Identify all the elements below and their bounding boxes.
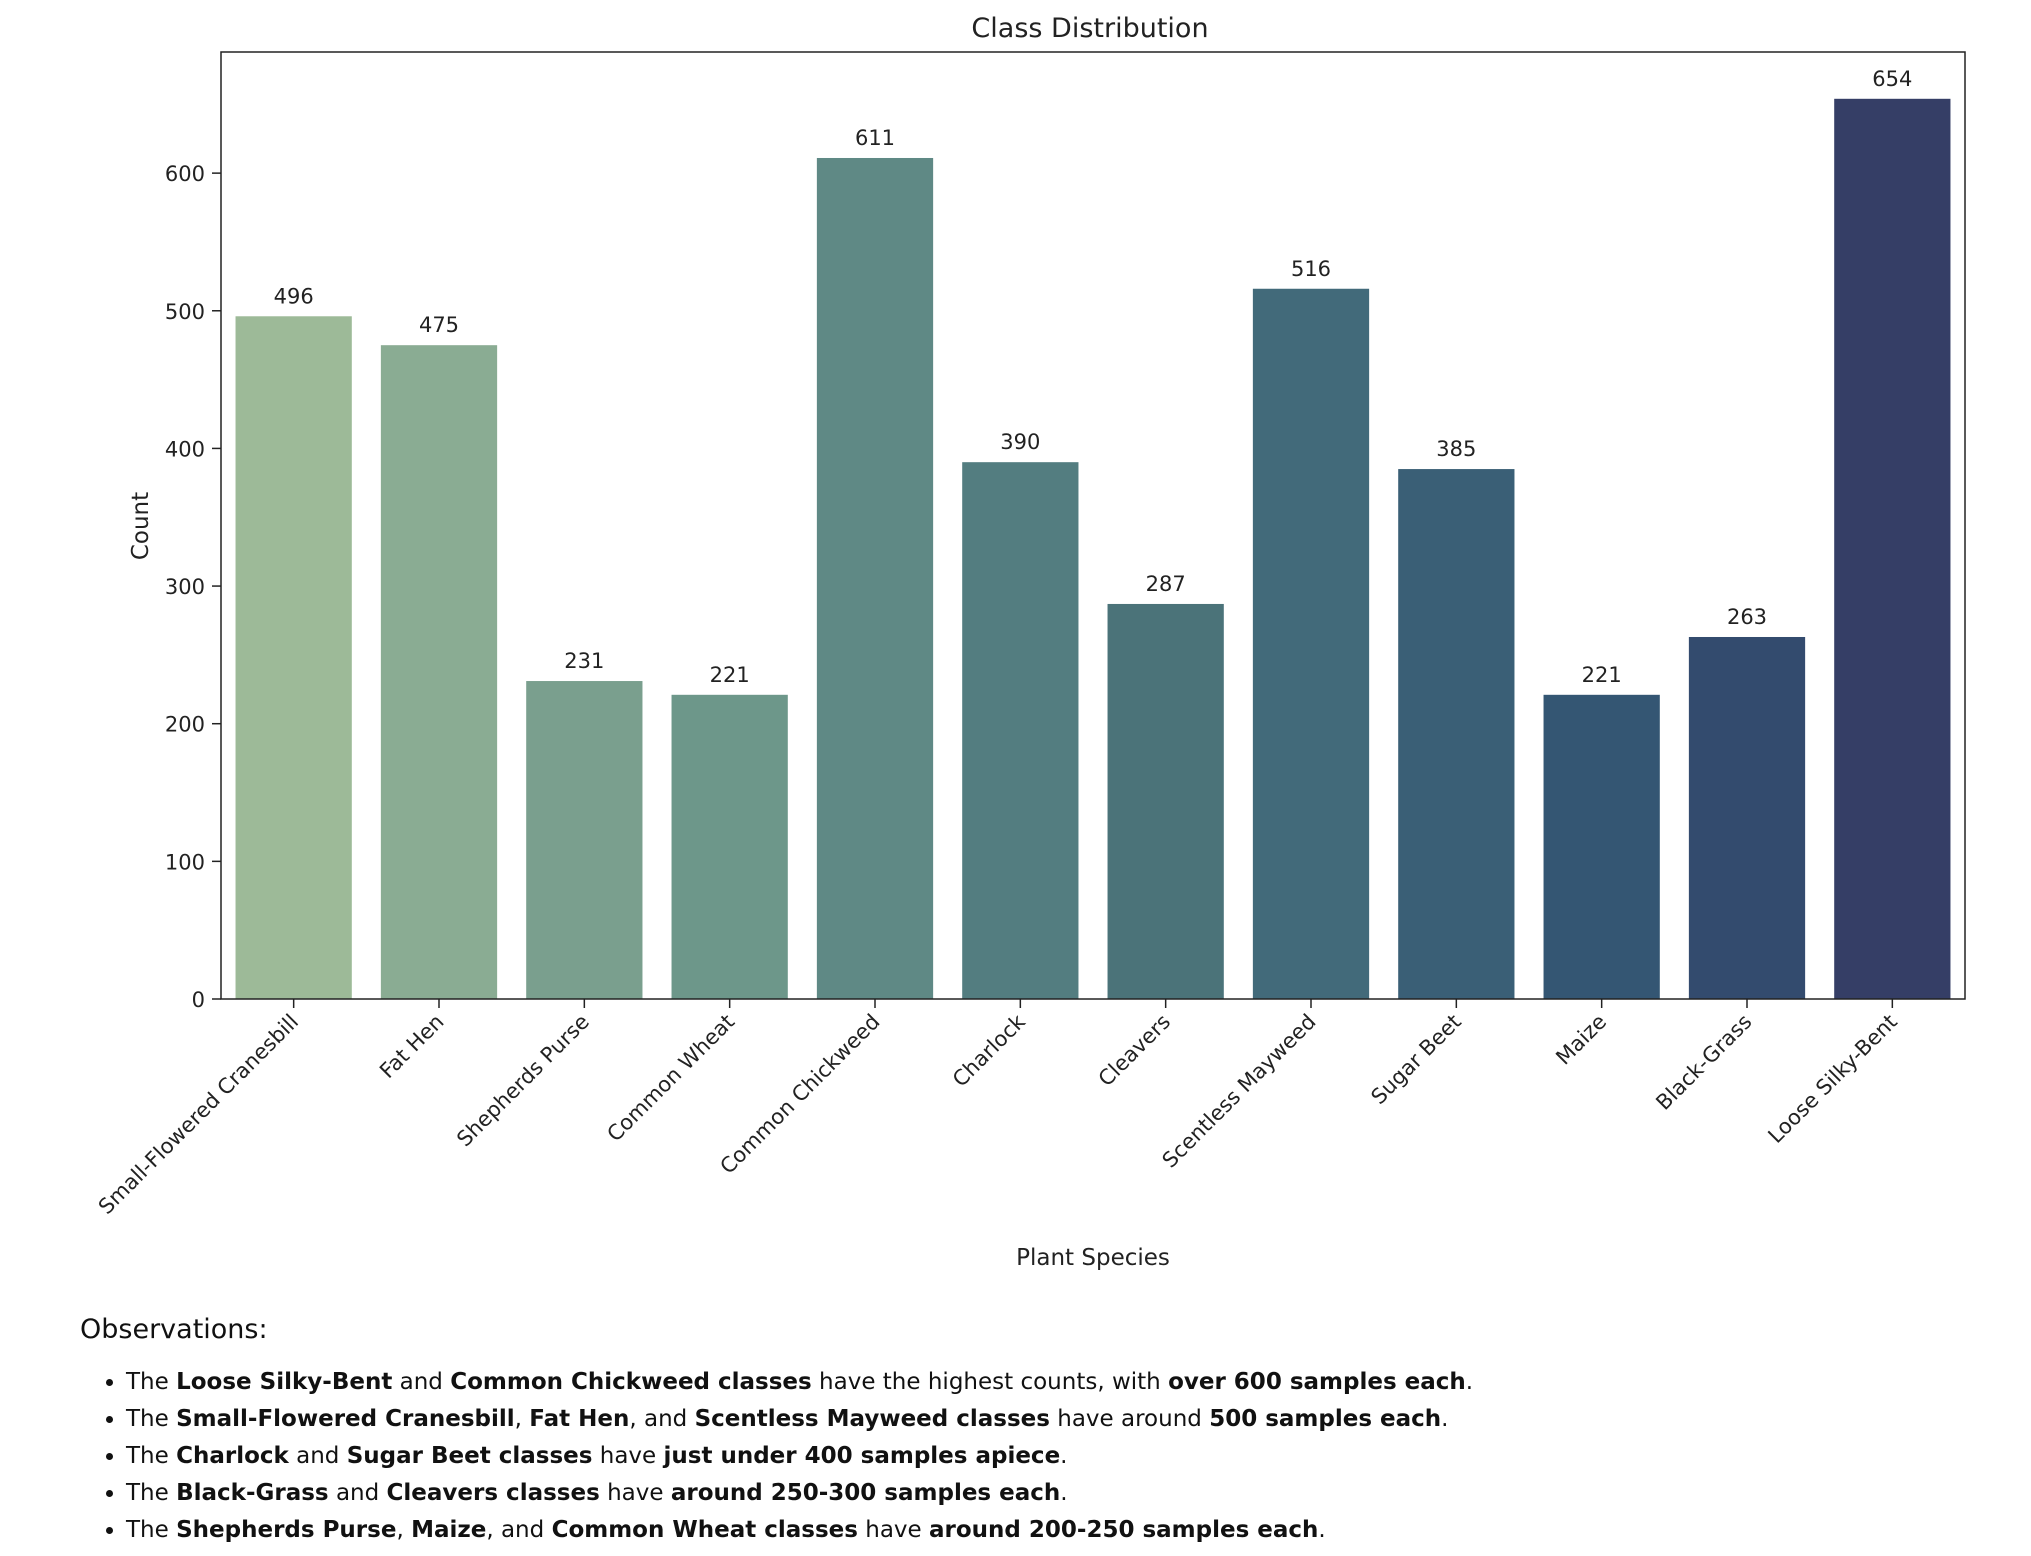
- bar-value-label: 263: [1727, 605, 1767, 629]
- plot-frame: [220, 51, 1966, 1000]
- y-axis: 0 100 200 300 400 500 600: [165, 162, 221, 1012]
- observation-item: The Loose Silky-Bent and Common Chickwee…: [126, 1364, 1473, 1401]
- observations-list: The Loose Silky-Bent and Common Chickwee…: [80, 1364, 1473, 1549]
- bar-value-label: 475: [419, 313, 459, 337]
- x-tick-label: Scentless Mayweed: [1158, 1010, 1321, 1173]
- bar: [526, 681, 643, 999]
- x-tick-label: Cleavers: [1094, 1010, 1175, 1091]
- y-tick-label: 300: [165, 575, 205, 599]
- observations-title: Observations:: [80, 1314, 268, 1345]
- bar-value-labels: 496 475 231 221 611 390 287 516 385 221 263 654: [274, 67, 1913, 687]
- bar: [962, 462, 1079, 1000]
- x-tick-label: Common Chickweed: [715, 1010, 884, 1179]
- x-axis-label: Plant Species: [1016, 1245, 1170, 1271]
- x-tick-label: Small-Flowered Cranesbill: [94, 1010, 303, 1219]
- bars: [235, 98, 1951, 1000]
- x-tick-label: Fat Hen: [375, 1010, 449, 1084]
- x-tick-label: Charlock: [948, 1009, 1031, 1092]
- bar-value-label: 385: [1436, 437, 1476, 461]
- bar: [1107, 603, 1224, 999]
- observation-item: The Black-Grass and Cleavers classes hav…: [126, 1475, 1473, 1512]
- y-tick-label: 200: [165, 713, 205, 737]
- y-tick-label: 600: [165, 162, 205, 186]
- x-tick-label: Common Wheat: [602, 1010, 739, 1147]
- bar: [235, 316, 352, 1000]
- bar: [671, 694, 788, 999]
- bar-value-label: 231: [564, 649, 604, 673]
- bar-value-label: 287: [1146, 572, 1186, 596]
- bar-value-label: 221: [710, 663, 750, 687]
- bar: [1252, 288, 1370, 999]
- bar: [1688, 636, 1806, 999]
- y-tick-label: 400: [165, 437, 205, 461]
- bar: [380, 345, 498, 1000]
- bar-value-label: 516: [1291, 257, 1331, 281]
- y-tick-label: 500: [165, 300, 205, 324]
- observation-item: The Small-Flowered Cranesbill, Fat Hen, …: [126, 1401, 1473, 1438]
- x-tick-label: Black-Grass: [1651, 1010, 1756, 1115]
- x-tick-label: Sugar Beet: [1366, 1010, 1465, 1109]
- bar-value-label: 611: [855, 126, 895, 150]
- bar: [816, 157, 934, 999]
- bar: [1834, 98, 1951, 999]
- bar-value-label: 654: [1872, 67, 1912, 91]
- y-tick-label: 0: [192, 988, 205, 1012]
- x-tick-label: Loose Silky-Bent: [1763, 1010, 1901, 1148]
- observation-item: The Shepherds Purse, Maize, and Common W…: [126, 1512, 1473, 1549]
- bar-value-label: 390: [1000, 430, 1040, 454]
- x-tick-label: Maize: [1551, 1010, 1611, 1070]
- bar-value-label: 496: [274, 284, 314, 308]
- bar: [1398, 469, 1515, 999]
- bar-chart: Class Distribution 0 100 200 300 400 500 600 4…: [94, 13, 1966, 1271]
- observation-item: The Charlock and Sugar Beet classes have…: [126, 1438, 1473, 1475]
- y-tick-label: 100: [165, 850, 205, 874]
- bar: [1543, 694, 1660, 999]
- x-tick-label: Shepherds Purse: [452, 1010, 594, 1152]
- x-axis: Small-Flowered Cranesbill Fat Hen Shepherd…: [94, 999, 1902, 1219]
- chart-title: Class Distribution: [971, 13, 1208, 44]
- y-axis-label: Count: [128, 492, 154, 560]
- bar-value-label: 221: [1582, 663, 1622, 687]
